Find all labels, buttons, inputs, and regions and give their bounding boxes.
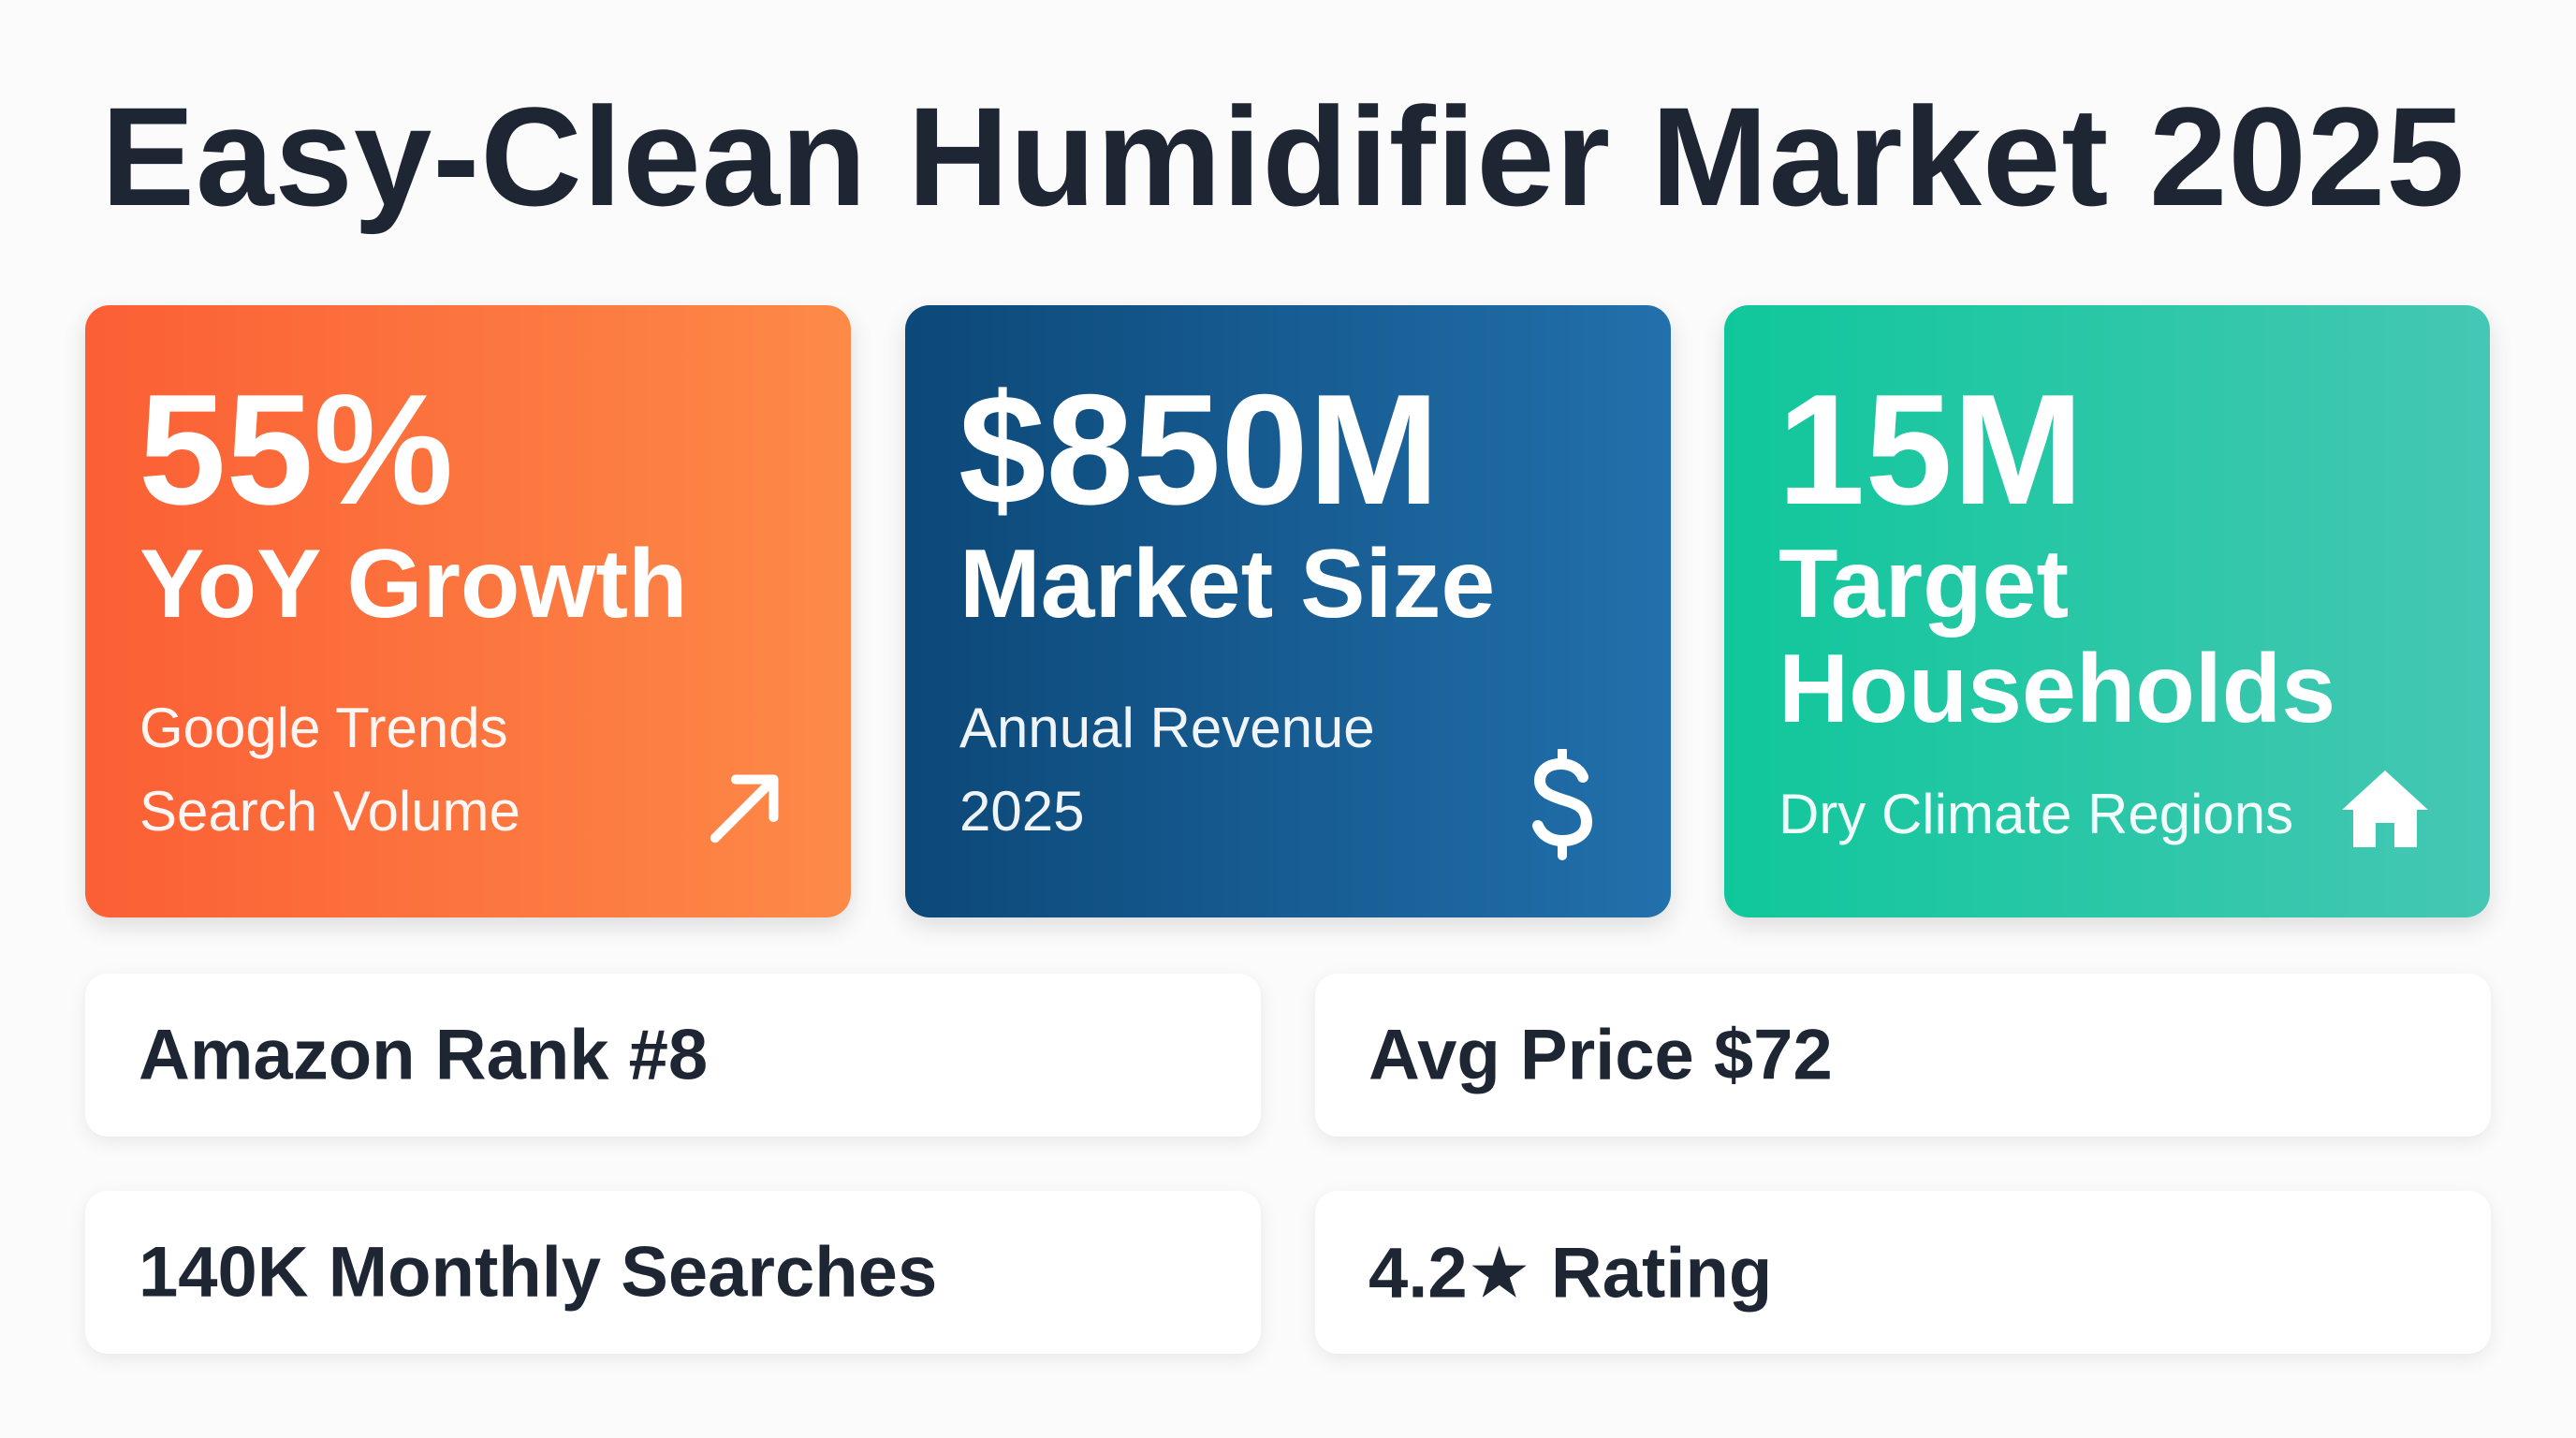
page-title: Easy-Clean Humidifier Market 2025: [101, 78, 2466, 235]
dollar-icon: [1532, 749, 1593, 860]
rating-text: 4.2★ Rating: [1368, 1233, 1773, 1313]
households-label-line-1: Target: [1778, 530, 2070, 638]
house-icon: [2342, 770, 2428, 847]
growth-source-line-2: Search Volume: [139, 779, 520, 843]
market-size-label: Market Size: [959, 530, 1496, 638]
market-size-card: $850M Market Size Annual Revenue 2025: [905, 305, 1671, 917]
households-label-line-2: Households: [1778, 635, 2336, 744]
households-label: Target Households: [1778, 532, 2335, 742]
growth-label: YoY Growth: [139, 530, 688, 638]
market-size-value: $850M: [959, 361, 1440, 537]
amazon-rank-text: Amazon Rank #8: [139, 1015, 709, 1095]
market-size-source-line-2: 2025: [959, 779, 1085, 843]
monthly-searches-text: 140K Monthly Searches: [139, 1232, 938, 1313]
avg-price-stat: Avg Price $72: [1315, 974, 2491, 1137]
market-size-source-line-1: Annual Revenue: [959, 697, 1375, 759]
growth-value: 55%: [139, 361, 454, 537]
monthly-searches-stat: 140K Monthly Searches: [85, 1191, 1261, 1354]
yoy-growth-card: 55% YoY Growth Google Trends Search Volu…: [85, 305, 851, 917]
households-value: 15M: [1778, 361, 2084, 537]
growth-source: Google Trends Search Volume: [139, 687, 520, 854]
target-households-card: 15M Target Households Dry Climate Region…: [1724, 305, 2490, 917]
market-size-source: Annual Revenue 2025: [959, 687, 1375, 854]
rating-stat: 4.2★ Rating: [1315, 1191, 2491, 1354]
trend-up-arrow-icon: [710, 774, 779, 844]
households-region: Dry Climate Regions: [1778, 783, 2294, 845]
amazon-rank-stat: Amazon Rank #8: [85, 974, 1261, 1137]
growth-source-line-1: Google Trends: [139, 697, 508, 759]
avg-price-text: Avg Price $72: [1368, 1015, 1833, 1095]
